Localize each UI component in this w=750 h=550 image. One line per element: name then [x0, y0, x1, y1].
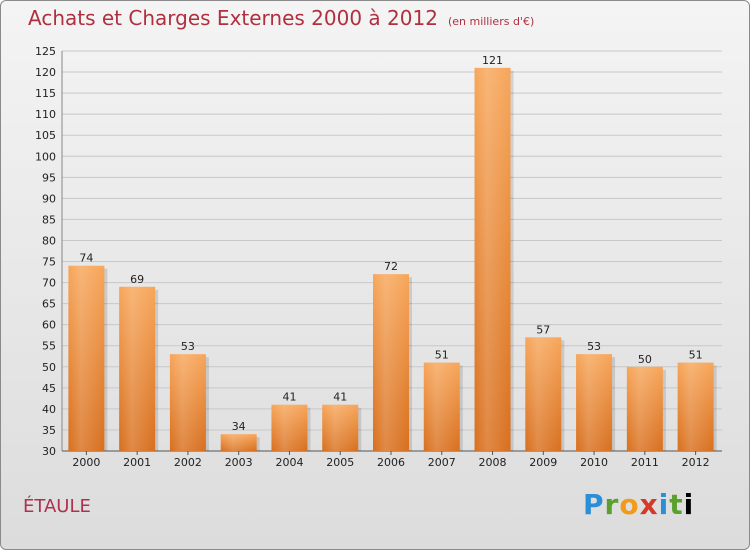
data-label: 53: [181, 340, 195, 353]
y-tick-label: 80: [42, 234, 56, 247]
y-tick-label: 105: [35, 129, 56, 142]
y-tick-label: 85: [42, 213, 56, 226]
data-label: 53: [587, 340, 601, 353]
y-tick-label: 30: [42, 445, 56, 458]
x-tick-label: 2001: [123, 456, 151, 469]
y-tick-label: 60: [42, 319, 56, 332]
data-label: 57: [536, 323, 550, 336]
y-tick-label: 75: [42, 256, 56, 269]
x-tick-label: 2007: [428, 456, 456, 469]
bar-highlight: [271, 404, 308, 451]
bar-highlight: [474, 67, 511, 451]
chart-subtitle: (en milliers d'€): [447, 15, 535, 28]
data-label: 41: [282, 391, 296, 404]
x-tick-label: 2008: [479, 456, 507, 469]
bar-highlight: [677, 362, 714, 451]
data-label: 50: [638, 353, 652, 366]
y-tick-label: 100: [35, 150, 56, 163]
bar-highlight: [423, 362, 460, 451]
x-tick-label: 2002: [174, 456, 202, 469]
bar-highlight: [525, 337, 562, 451]
y-tick-label: 125: [35, 45, 56, 58]
data-label: 69: [130, 273, 144, 286]
y-tick-label: 50: [42, 361, 56, 374]
y-tick-label: 90: [42, 192, 56, 205]
proxiti-logo: Proxiti: [583, 488, 695, 521]
bar-highlight: [220, 434, 257, 451]
bar-highlight: [373, 274, 409, 451]
data-label: 121: [482, 54, 503, 67]
data-label: 51: [435, 349, 449, 362]
bars: [68, 67, 717, 451]
bar-highlight: [322, 404, 359, 451]
x-tick-label: 2012: [682, 456, 710, 469]
bar-highlight: [68, 265, 105, 451]
data-label: 72: [384, 260, 398, 273]
y-tick-label: 40: [42, 403, 56, 416]
y-tick-label: 55: [42, 340, 56, 353]
city-name: ÉTAULE: [23, 496, 91, 517]
y-tick-label: 120: [35, 66, 56, 79]
x-tick-label: 2009: [529, 456, 557, 469]
y-tick-label: 45: [42, 382, 56, 395]
x-tick-label: 2006: [377, 456, 405, 469]
y-tick-label: 70: [42, 277, 56, 290]
x-tick-label: 2010: [580, 456, 608, 469]
y-tick-label: 115: [35, 87, 56, 100]
data-label: 51: [689, 349, 703, 362]
y-tick-label: 110: [35, 108, 56, 121]
bar-highlight: [626, 366, 663, 451]
bar-highlight: [576, 354, 613, 451]
bar-highlight: [119, 286, 156, 451]
bar-highlight: [169, 354, 206, 451]
x-tick-label: 2011: [631, 456, 659, 469]
data-labels: 74 69 53 34 41 41 72 51 121 57 53 50 51: [79, 54, 702, 433]
data-label: 74: [79, 252, 93, 265]
data-label: 34: [232, 420, 246, 433]
x-tick-label: 2004: [275, 456, 303, 469]
y-tick-label: 65: [42, 298, 56, 311]
y-tick-label: 35: [42, 424, 56, 437]
chart-title: Achats et Charges Externes 2000 à 2012 (e…: [28, 6, 534, 30]
x-tick-label: 2005: [326, 456, 354, 469]
chart-title-text: Achats et Charges Externes 2000 à 2012: [28, 6, 438, 30]
data-label: 41: [333, 391, 347, 404]
y-tick-label: 95: [42, 171, 56, 184]
x-tick-label: 2003: [225, 456, 253, 469]
x-tick-label: 2000: [72, 456, 100, 469]
